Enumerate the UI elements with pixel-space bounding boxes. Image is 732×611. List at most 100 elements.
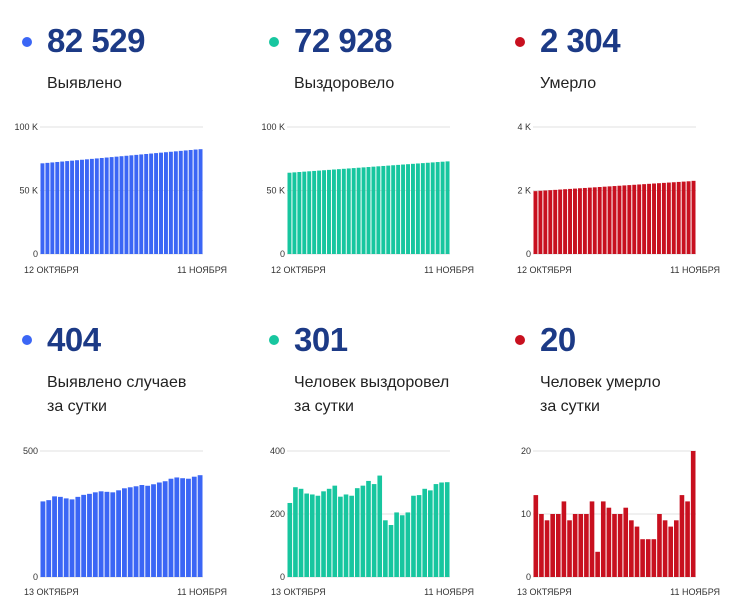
bar	[163, 152, 168, 254]
stat-value: 72 928	[294, 22, 392, 59]
bar	[361, 167, 366, 254]
bar	[60, 161, 65, 254]
bar	[394, 512, 399, 577]
bar	[191, 476, 197, 577]
bar	[584, 514, 589, 577]
stat-label: за сутки	[294, 398, 354, 415]
bar	[46, 500, 52, 577]
bar-chart: 0 50 K 100 K 12 ОКТЯБРЯ 11 НОЯБРЯ	[261, 122, 474, 275]
bar	[198, 149, 203, 254]
bar-chart: 0 200 400 13 ОКТЯБРЯ 11 НОЯБРЯ	[270, 446, 474, 597]
bar	[145, 485, 151, 577]
stat-value: 20	[540, 321, 576, 358]
bar	[349, 495, 354, 577]
stat-value: 301	[294, 321, 348, 358]
y-tick-label: 400	[270, 446, 285, 456]
bar	[439, 482, 444, 577]
bar	[122, 488, 127, 577]
stat-label: Человек выздоровел	[294, 374, 450, 391]
bar	[416, 495, 422, 577]
bar	[75, 160, 80, 254]
bar	[168, 151, 173, 254]
bar	[548, 190, 553, 254]
bar	[55, 161, 60, 254]
bar	[174, 477, 180, 577]
x-end-label: 11 НОЯБРЯ	[424, 265, 474, 275]
bar	[317, 170, 322, 254]
y-tick-label: 500	[23, 446, 38, 456]
bar	[433, 484, 439, 577]
bar	[139, 154, 144, 254]
bar	[366, 480, 371, 577]
bar	[383, 520, 388, 577]
bar	[405, 512, 411, 577]
stat-value: 404	[47, 321, 101, 358]
bar	[642, 184, 647, 254]
y-tick-label: 0	[280, 249, 285, 259]
bar	[573, 188, 577, 254]
bar	[331, 169, 336, 254]
bar	[533, 495, 539, 577]
bar	[386, 165, 391, 254]
bar	[75, 496, 81, 577]
bar	[391, 165, 396, 254]
stat-label: Человек умерло	[540, 374, 661, 391]
bar	[444, 482, 450, 577]
bar	[612, 186, 617, 254]
bar	[538, 190, 543, 254]
bar	[381, 165, 386, 254]
stat-label: Выявлено	[47, 75, 122, 92]
x-start-label: 13 ОКТЯБРЯ	[24, 587, 79, 597]
bar	[600, 501, 606, 577]
bar	[287, 172, 292, 254]
bar	[602, 186, 607, 254]
bar	[668, 526, 674, 577]
bar	[445, 161, 450, 254]
bar	[351, 168, 356, 254]
bar	[568, 188, 573, 254]
bar	[676, 181, 681, 254]
x-start-label: 12 ОКТЯБРЯ	[271, 265, 326, 275]
bar	[116, 490, 121, 577]
bar	[119, 156, 124, 254]
bar	[690, 451, 696, 577]
bar	[173, 151, 178, 254]
bar	[312, 170, 317, 254]
bar	[304, 493, 309, 577]
bar	[322, 170, 327, 254]
bar	[341, 168, 346, 254]
bar	[63, 498, 69, 577]
bar	[292, 172, 297, 254]
bar	[632, 184, 637, 254]
stat-label: Выздоровело	[294, 75, 395, 92]
bar	[607, 186, 612, 254]
bar	[612, 514, 617, 577]
bar	[657, 514, 662, 577]
bar	[597, 187, 602, 254]
bar	[139, 485, 145, 577]
bar	[401, 164, 406, 254]
bar	[94, 158, 99, 254]
bar	[440, 161, 445, 254]
bar	[57, 496, 63, 577]
bar	[543, 190, 548, 254]
bar	[388, 525, 394, 577]
bar	[428, 490, 433, 577]
bar	[622, 185, 627, 254]
bar	[674, 520, 679, 577]
bar	[70, 160, 75, 254]
bar	[298, 488, 304, 577]
bar	[539, 514, 544, 577]
bar	[343, 494, 349, 577]
bar	[595, 551, 600, 577]
y-tick-label: 200	[270, 509, 285, 519]
bar	[293, 487, 298, 577]
bar	[188, 149, 193, 254]
bar	[544, 520, 550, 577]
bar	[151, 484, 156, 577]
bar	[338, 496, 343, 577]
bar	[627, 185, 632, 254]
bar	[366, 167, 371, 254]
legend-dot	[515, 335, 525, 345]
stat-label: Выявлено случаев	[47, 374, 187, 391]
